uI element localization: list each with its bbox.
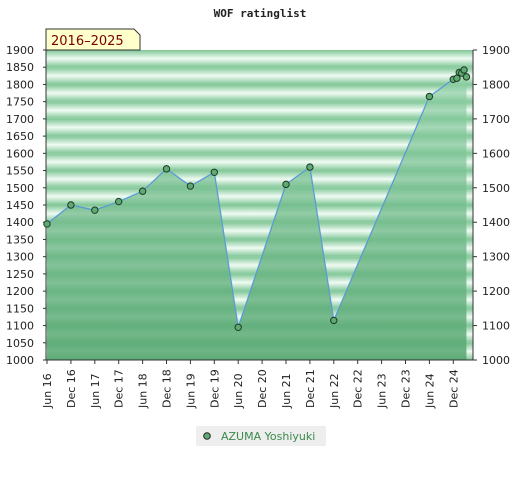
y-tick-label: 1900	[6, 44, 34, 57]
y-tick-label: 1100	[6, 320, 34, 333]
y-tick-label: 1600	[6, 147, 34, 160]
x-tick-label: Jun 19	[184, 373, 197, 409]
data-point	[138, 187, 147, 195]
y-tick-label: 1700	[6, 113, 34, 126]
y-tick-label: 1250	[6, 268, 34, 281]
y-tick-label: 1400	[6, 216, 34, 229]
y-tick-label: 1800	[6, 78, 34, 91]
data-point	[162, 165, 171, 173]
data-point	[234, 323, 242, 331]
data-point	[91, 206, 99, 214]
area-fill	[47, 69, 467, 360]
y-tick-label: 1500	[6, 182, 34, 195]
y-tick-label: 1300	[6, 251, 34, 264]
y-tick-label: 1050	[6, 337, 34, 350]
data-markers	[43, 66, 471, 331]
plot-band	[46, 136, 473, 154]
data-point	[210, 168, 219, 176]
y-tick-label: 1550	[6, 165, 34, 178]
y-tick-label: 1200	[6, 285, 34, 298]
x-tick-label: Jun 16	[41, 373, 54, 409]
data-point	[43, 220, 51, 228]
y-tick-label: 1450	[6, 199, 34, 212]
x-tick-label: Dec 23	[400, 369, 413, 408]
y-tick-label-right: 1600	[482, 147, 510, 160]
plot-band	[46, 84, 473, 102]
x-tick-label: Dec 21	[304, 369, 317, 408]
data-point	[306, 163, 314, 171]
y-tick-label-right: 1700	[482, 113, 510, 126]
x-tick-label: Jun 24	[423, 373, 436, 409]
y-tick-label-right: 1000	[482, 354, 510, 367]
legend-label: AZUMA Yoshiyuki	[221, 430, 315, 443]
y-tick-label: 1150	[6, 302, 34, 315]
data-point	[115, 197, 123, 206]
x-axis: Jun 16 Dec 16 Jun 17 Dec 17 Jun 18 Dec 18 Jun …	[41, 359, 473, 409]
plot-band	[46, 67, 473, 85]
x-tick-label: Jun 23	[376, 373, 389, 409]
y-tick-label: 1850	[6, 61, 34, 74]
x-tick-label: Jun 17	[89, 373, 102, 409]
y-tick-label: 1350	[6, 233, 34, 246]
data-point	[186, 182, 195, 190]
x-tick-label: Dec 18	[161, 369, 174, 408]
legend: AZUMA Yoshiyuki	[196, 426, 326, 446]
x-tick-label: Dec 22	[352, 369, 365, 408]
y-tick-label-right: 1500	[482, 182, 510, 195]
y-tick-label: 1650	[6, 130, 34, 143]
y-tick-label-right: 1800	[482, 78, 510, 91]
plot-band	[46, 50, 473, 68]
x-tick-label: Dec 20	[256, 369, 269, 408]
chart-title: WOF ratinglist	[214, 7, 307, 20]
x-tick-label: Dec 19	[208, 369, 221, 408]
y-tick-label-right: 1300	[482, 251, 510, 264]
y-tick-label-right: 1100	[482, 320, 510, 333]
y-tick-label-right: 1400	[482, 216, 510, 229]
x-tick-label: Jun 18	[137, 373, 150, 409]
plot-band	[46, 101, 473, 119]
data-point	[462, 73, 471, 81]
data-point	[460, 66, 468, 74]
y-axis-right: 1000 1100 1200 1300 1400 1500 1600 1700 1800 1900	[472, 44, 510, 367]
x-tick-label: Jun 22	[328, 373, 341, 409]
period-label: 2016–2025	[45, 28, 141, 51]
y-tick-label-right: 1200	[482, 285, 510, 298]
legend-box	[196, 426, 326, 446]
x-tick-label: Jun 20	[232, 373, 245, 409]
plot-band	[46, 118, 473, 137]
data-point	[67, 201, 75, 209]
x-tick-label: Dec 17	[113, 369, 126, 408]
y-tick-label: 1000	[6, 354, 34, 367]
data-point	[425, 92, 434, 101]
x-tick-label: Dec 24	[447, 369, 460, 408]
y-tick-label: 1750	[6, 96, 34, 109]
x-tick-label: Jun 21	[280, 373, 293, 409]
period-label-text: 2016–2025	[51, 34, 124, 49]
legend-marker	[203, 432, 211, 440]
y-tick-label-right: 1900	[482, 44, 510, 57]
plot-band	[46, 153, 473, 171]
data-point	[282, 180, 290, 189]
x-tick-label: Dec 16	[65, 369, 78, 408]
y-axis-left: 1000 1050 1100 1150 1200 1250 1300 1350 1400 1450…	[6, 44, 47, 367]
period-label-box	[45, 28, 141, 51]
data-point	[330, 316, 338, 325]
